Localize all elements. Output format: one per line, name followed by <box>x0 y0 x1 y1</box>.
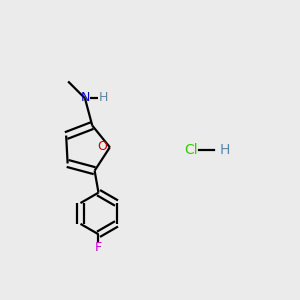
Text: H: H <box>99 91 108 104</box>
Text: Cl: Cl <box>184 143 198 157</box>
Text: O: O <box>97 140 107 153</box>
Text: H: H <box>220 143 230 157</box>
Text: F: F <box>95 241 102 254</box>
Text: N: N <box>80 91 90 104</box>
